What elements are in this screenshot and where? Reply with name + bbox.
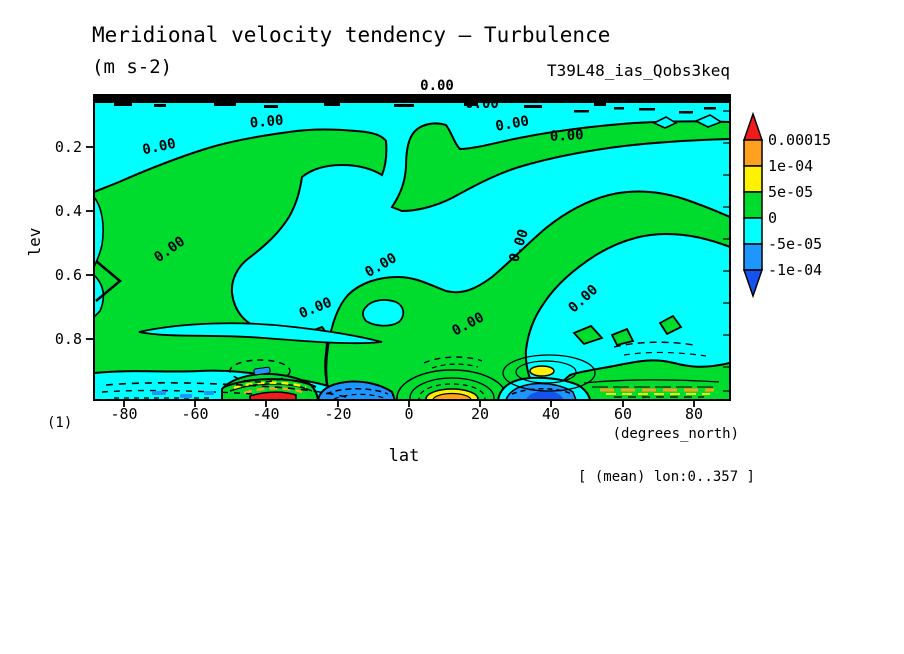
colorbar-label: 0 <box>768 209 777 227</box>
colorbar: 0.00015 1e-04 5e-05 0 -5e-05 -1e-04 <box>742 111 831 299</box>
contour-label: 0.00 <box>550 127 585 145</box>
contour-cluster <box>229 383 313 392</box>
x-tick-label: -80 <box>110 405 137 423</box>
negative-region-main <box>94 101 730 400</box>
dashed-contour <box>613 341 695 348</box>
mean-lon-annotation: [ (mean) lon:0..357 ] <box>578 469 755 485</box>
y-axis-title: lev <box>25 228 44 257</box>
run-id-label: T39L48_ias_Qobs3keq <box>547 61 730 80</box>
x-axis-ticks <box>123 400 695 407</box>
dashed-oval <box>229 359 291 383</box>
dashed-contours-bottom-left <box>101 382 347 399</box>
colorbar-segment-green <box>743 191 763 219</box>
plot-frame <box>93 94 731 401</box>
y-axis-ticks <box>86 146 94 340</box>
contour-line <box>583 379 720 384</box>
dashed-contour <box>511 388 573 395</box>
x-tick-label: 20 <box>471 405 489 423</box>
positive-islet <box>572 324 604 346</box>
negative-islet <box>694 114 723 128</box>
red-maximum <box>249 391 297 400</box>
x-tick-label: 40 <box>542 405 560 423</box>
top-band-dashes <box>114 103 716 114</box>
ring-contour <box>515 360 577 384</box>
blue-minimum-south <box>316 380 397 400</box>
x-tick-label: 80 <box>685 405 703 423</box>
dashed-oval <box>431 363 479 369</box>
dashed-contour <box>333 393 385 400</box>
x-axis-title: lat <box>389 446 420 466</box>
contour-cluster <box>223 378 317 388</box>
contour-label: 0.00 <box>141 136 177 159</box>
x-axis-tick-labels: -80 -60 -40 -20 0 20 40 60 80 <box>110 405 703 423</box>
x-tick-label: -60 <box>181 405 208 423</box>
x-tick-label: 0 <box>404 405 413 423</box>
contour-label: 0.00 <box>465 96 499 112</box>
colorbar-label: 5e-05 <box>768 183 813 201</box>
colorbar-label: -1e-04 <box>768 261 822 279</box>
y-tick-label: 0.2 <box>55 138 82 156</box>
contour-chevron <box>95 260 122 302</box>
dashed-oval <box>423 356 483 364</box>
colorbar-label: -5e-05 <box>768 235 822 253</box>
y-axis-unit: (1) <box>47 415 72 431</box>
colorbar-segment-blue <box>743 243 763 271</box>
colorbar-segment-yellow <box>743 165 763 193</box>
units-subtitle: (m s-2) <box>92 56 172 78</box>
negative-sliver <box>94 195 104 268</box>
x-axis-unit: (degrees_north) <box>613 426 739 442</box>
negative-lens <box>138 322 383 345</box>
contour-label: 0.00 <box>249 113 284 132</box>
positive-islet <box>610 327 635 347</box>
x-tick-label: 60 <box>614 405 632 423</box>
positive-arm-and-column <box>325 190 730 400</box>
colorbar-segment-orange <box>743 139 763 167</box>
colorbar-arrow-up <box>742 111 764 141</box>
ring-contour <box>418 383 486 400</box>
colorbar-segment-cyan <box>743 217 763 245</box>
contour-field <box>94 95 730 400</box>
yellow-contour-dash <box>233 381 307 390</box>
y-axis-tick-labels: 0.2 0.4 0.6 0.8 <box>55 138 82 348</box>
colorbar-label: 1e-04 <box>768 157 813 175</box>
x-tick-label: -40 <box>252 405 279 423</box>
plot-area: 0.00 0.00 0.00 0.00 0.00 0.00 0.00 0.00 … <box>93 78 731 401</box>
x-tick-label: -20 <box>324 405 351 423</box>
ring-contour <box>409 377 495 400</box>
orange-contour-dash <box>243 387 303 395</box>
yellow-spot <box>529 365 555 377</box>
positive-islet <box>658 314 683 336</box>
contour-label: 0.00 <box>420 78 454 94</box>
top-contour-band <box>94 95 730 101</box>
contour-label: 0.00 <box>494 113 530 135</box>
deep-blue-core <box>526 391 564 400</box>
colorbar-label: 0.00015 <box>768 131 831 149</box>
orange-core <box>432 392 472 400</box>
y-tick-label: 0.8 <box>55 330 82 348</box>
colorbar-arrow-down <box>742 269 764 299</box>
negative-islet <box>362 299 405 327</box>
blue-fleck <box>253 366 271 376</box>
y-tick-label: 0.6 <box>55 266 82 284</box>
ring-contour <box>502 354 596 392</box>
dashed-contour <box>325 388 389 395</box>
positive-strip-upper-right <box>390 120 730 213</box>
page-title: Meridional velocity tendency — Turbulenc… <box>92 23 610 47</box>
negative-islet <box>652 116 678 129</box>
y-tick-label: 0.4 <box>55 202 82 220</box>
lev-minor-ticks-right <box>723 110 730 392</box>
